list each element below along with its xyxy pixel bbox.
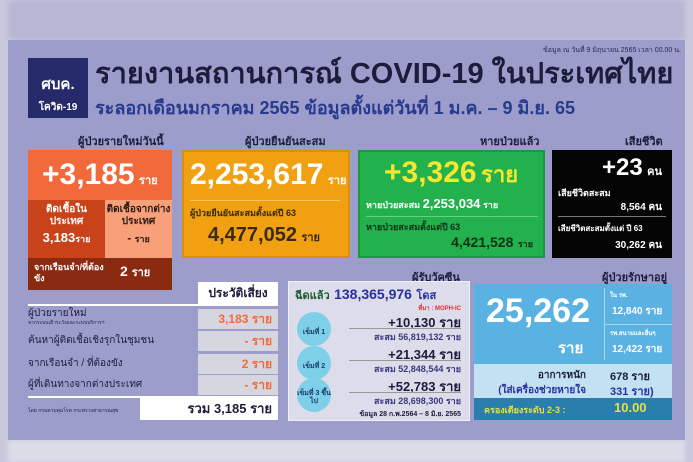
treatment-label: ผู้ป่วยรักษาอยู่ [602,272,668,284]
vaccine-card: ฉีดแล้ว 138,365,976 โดส ที่มา : MOPH-IC … [288,281,470,421]
source-note: โดย กรมควบคุมโรค กระทรวงสาธารณสุข [28,408,119,414]
risk-row-value: 2 ราย [198,354,278,374]
deaths-label: เสียชีวิต [625,136,663,148]
deaths-card: +23 คน เสียชีวิตสะสม 8,564 คน เสียชีวิตส… [552,150,672,258]
syringe-icon: เข็มที่ 1 [297,312,331,346]
risk-row-label: จากเรือนจำ / ที่ต้องขัง [28,358,123,369]
syringe-icon: เข็มที่ 2 [297,346,331,380]
treatment-card: 25,262 ราย ใน รพ. 12,840 ราย รพ.สนามและอ… [474,284,672,420]
blurred-background-bottom [8,440,685,462]
cumulative-label: ผู้ป่วยยืนยันสะสม [245,136,326,148]
prison-cases: จากเรือนจำ/ที่ต้องขัง 2 ราย [28,258,172,290]
risk-row-label: ค้นหาผู้ติดเชื้อเชิงรุกในชุมชน [28,335,155,346]
risk-total: รวม 3,185 ราย [140,398,278,420]
domestic-cases: ติดเชื้อในประเทศ 3,183ราย [28,200,105,258]
divider [28,396,278,398]
risk-row-label: ผู้ที่เดินทางจากต่างประเทศ [28,379,143,390]
blurred-background-top [8,0,685,40]
imported-cases: ติดเชื้อจากต่างประเทศ - ราย [105,200,172,258]
page-subtitle: ระลอกเดือนมกราคม 2565 ข้อมูลตั้งแต่วันที… [95,98,575,118]
cumulative-card: 2,253,617 ราย ผู้ป่วยยืนยันสะสมตั้งแต่ปี… [182,150,350,258]
new-cases-label: ผู้ป่วยรายใหม่วันนี้ [78,136,164,148]
divider [28,304,278,306]
risk-row-value: - ราย [198,331,278,351]
ccsa-logo: ศบค. โควิด-19 [28,58,88,118]
risk-row-value: 3,183 ราย [198,309,278,329]
recovered-label: หายป่วยแล้ว [480,136,540,148]
risk-row-label: ผู้ป่วยรายใหม่ จากระบบเฝ้าระวังและระบบบริ… [28,308,105,326]
new-cases-card: +3,185 ราย [28,150,172,200]
risk-title: ประวัติเสี่ยง [198,282,278,304]
page-title: รายงานสถานการณ์ COVID-19 ในประเทศไทย [95,58,674,90]
syringe-icon: เข็มที่ 3 ขึ้นไป [297,378,331,412]
risk-row-value: - ราย [198,375,278,395]
data-timestamp: ข้อมูล ณ วันที่ 9 มิถุนายน 2565 เวลา 00.… [543,47,681,54]
recovered-card: +3,326 ราย หายป่วยสะสม 2,253,034 ราย หาย… [358,150,545,258]
